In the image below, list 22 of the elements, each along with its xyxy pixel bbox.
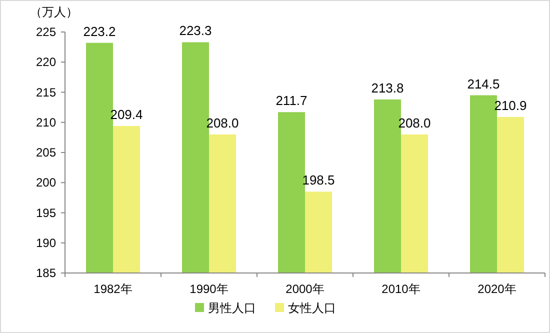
legend-label: 女性人口	[288, 301, 336, 315]
x-tick-label: 1990年	[190, 282, 228, 296]
text: 213.8	[371, 80, 404, 96]
legend-label: 男性人口	[208, 301, 256, 315]
y-tick-label: 225	[36, 25, 56, 39]
y-tick-label: 215	[36, 85, 56, 100]
y-axis-title: （万人）	[30, 5, 78, 19]
y-tick-label: 210	[36, 115, 56, 130]
text: 214.5	[467, 76, 500, 92]
x-tick-label: 2010年	[382, 282, 420, 296]
x-tick-label: 2020年	[478, 282, 516, 296]
y-tick-label: 185	[36, 266, 56, 280]
y-tick-label: 200	[36, 176, 56, 190]
y-tick-label: 195	[36, 206, 56, 220]
text: 211.7	[276, 93, 308, 108]
text: 223.3	[179, 23, 212, 38]
text: 223.2	[83, 24, 116, 39]
x-tick-label: 2000年	[286, 282, 324, 296]
y-tick-label: 190	[36, 236, 56, 250]
y-tick-label: 205	[36, 146, 56, 160]
y-tick-label: 220	[36, 55, 56, 70]
x-tick-label: 1982年	[94, 282, 132, 296]
